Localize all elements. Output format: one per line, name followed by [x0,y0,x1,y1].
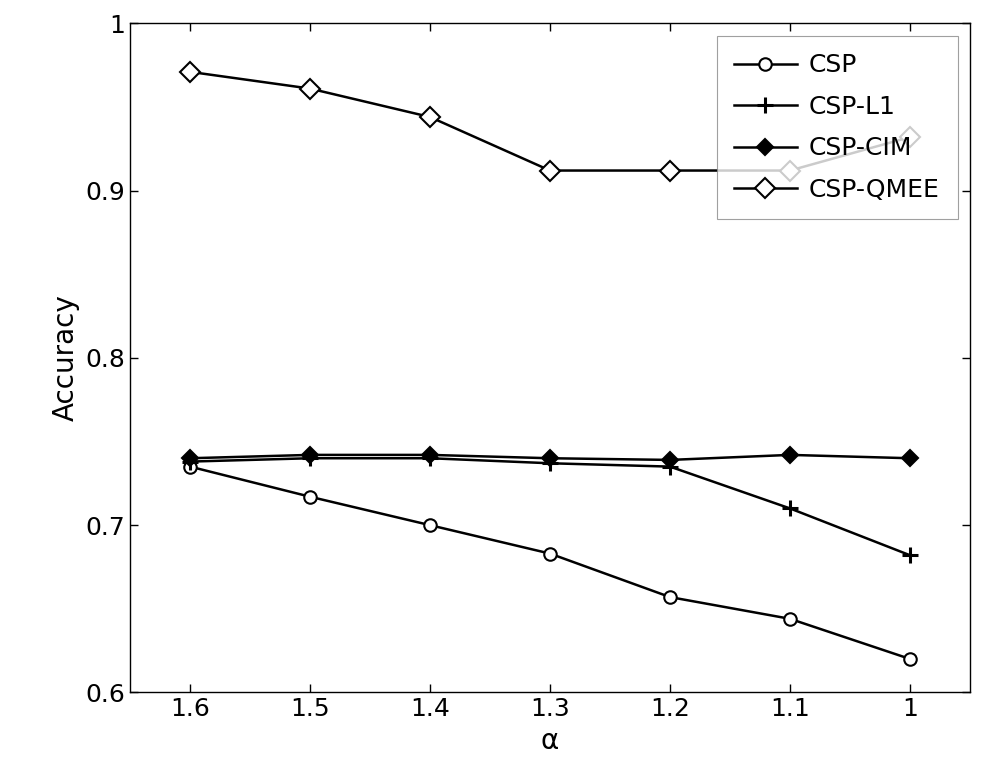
CSP-QMEE [544,166,556,175]
CSP-CIM [904,454,916,463]
CSP [664,592,676,601]
CSP-CIM [304,450,316,460]
CSP-L1 [184,457,196,466]
CSP-CIM [784,450,796,460]
CSP-CIM [184,454,196,463]
CSP-L1 [904,551,916,560]
CSP [304,492,316,501]
CSP-L1 [424,454,436,463]
CSP-CIM [544,454,556,463]
Line: CSP: CSP [184,461,916,665]
CSP [904,654,916,664]
Line: CSP-QMEE: CSP-QMEE [183,65,917,177]
CSP [544,549,556,559]
CSP-QMEE [304,84,316,93]
CSP-CIM [664,455,676,464]
CSP-QMEE [664,166,676,175]
CSP-QMEE [424,112,436,121]
CSP-QMEE [904,132,916,142]
Legend: CSP, CSP-L1, CSP-CIM, CSP-QMEE: CSP, CSP-L1, CSP-CIM, CSP-QMEE [717,36,958,219]
CSP-QMEE [184,67,196,76]
X-axis label: α: α [541,727,559,755]
CSP-L1 [544,458,556,468]
CSP [424,520,436,530]
CSP [784,614,796,623]
CSP-L1 [664,462,676,471]
CSP-CIM [424,450,436,460]
CSP-L1 [304,454,316,463]
Y-axis label: Accuracy: Accuracy [52,295,80,421]
CSP-L1 [784,504,796,513]
Line: CSP-L1: CSP-L1 [182,450,918,563]
CSP-QMEE [784,166,796,175]
Line: CSP-CIM: CSP-CIM [184,450,916,465]
CSP [184,462,196,471]
